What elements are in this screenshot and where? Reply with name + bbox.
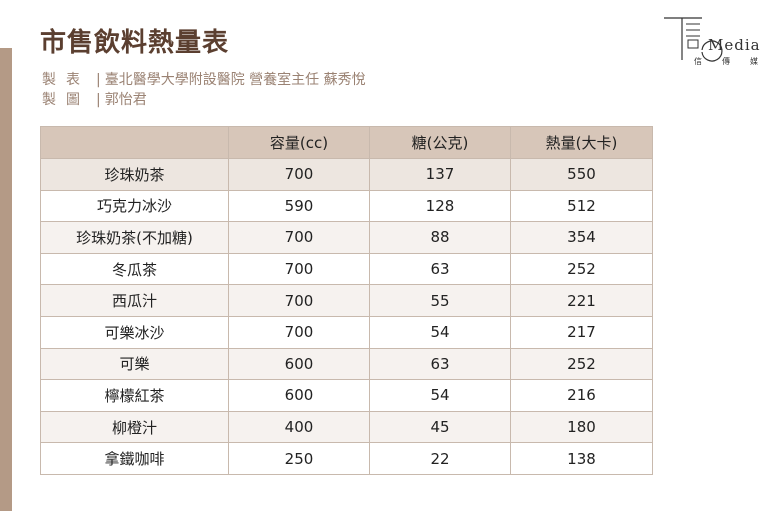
column-header <box>40 126 229 159</box>
value-cell: 354 <box>510 221 653 254</box>
calorie-table: 容量(cc) 糖(公克) 熱量(大卡) 珍珠奶茶 700 137 550 巧克力冰沙 59… <box>40 126 653 475</box>
column-header: 糖(公克) <box>369 126 511 159</box>
value-cell: 400 <box>228 410 370 444</box>
column-header: 熱量(大卡) <box>510 126 653 159</box>
logo-text: Media <box>708 36 761 54</box>
credit-label: 製圖 <box>42 92 90 108</box>
drink-name-cell: 可樂 <box>40 347 229 381</box>
value-cell: 180 <box>510 410 653 444</box>
table-row: 柳橙汁 400 45 180 <box>40 410 653 444</box>
value-cell: 252 <box>510 347 653 381</box>
value-cell: 45 <box>369 410 511 444</box>
table-header-row: 容量(cc) 糖(公克) 熱量(大卡) <box>40 126 653 159</box>
value-cell: 700 <box>228 284 370 317</box>
drink-name-cell: 珍珠奶茶(不加糖) <box>40 221 229 254</box>
value-cell: 250 <box>228 442 370 475</box>
value-cell: 137 <box>369 158 511 191</box>
credit-row-chart: 製圖 | 郭怡君 <box>42 90 366 110</box>
table-row: 珍珠奶茶 700 137 550 <box>40 158 653 191</box>
credit-value: 郭怡君 <box>104 92 147 108</box>
value-cell: 216 <box>510 379 653 412</box>
drink-name-cell: 冬瓜茶 <box>40 252 229 286</box>
drink-name-cell: 拿鐵咖啡 <box>40 442 229 475</box>
credits: 製表 | 臺北醫學大學附設醫院 營養室主任 蘇秀悅 製圖 | 郭怡君 <box>42 70 366 110</box>
value-cell: 221 <box>510 284 653 317</box>
page-title: 市售飲料熱量表 <box>40 28 230 58</box>
credit-label: 製表 <box>42 72 90 88</box>
table-row: 檸檬紅茶 600 54 216 <box>40 379 653 412</box>
media-logo-icon <box>664 17 723 62</box>
value-cell: 54 <box>369 315 511 349</box>
value-cell: 700 <box>228 158 370 191</box>
table-row: 可樂 600 63 252 <box>40 347 653 381</box>
credit-row-table: 製表 | 臺北醫學大學附設醫院 營養室主任 蘇秀悅 <box>42 70 366 90</box>
drink-name-cell: 珍珠奶茶 <box>40 158 229 191</box>
logo-sub-char: 媒 <box>750 57 758 66</box>
credit-separator: | <box>96 72 101 88</box>
drink-name-cell: 可樂冰沙 <box>40 315 229 349</box>
logo-sub-char: 信 <box>694 57 702 66</box>
table-row: 冬瓜茶 700 63 252 <box>40 252 653 286</box>
credit-value: 臺北醫學大學附設醫院 營養室主任 蘇秀悅 <box>104 72 366 88</box>
credit-separator: | <box>96 92 101 108</box>
value-cell: 252 <box>510 252 653 286</box>
value-cell: 63 <box>369 252 511 286</box>
left-accent-bar <box>0 48 12 511</box>
value-cell: 590 <box>228 189 370 223</box>
value-cell: 217 <box>510 315 653 349</box>
value-cell: 55 <box>369 284 511 317</box>
value-cell: 600 <box>228 379 370 412</box>
value-cell: 128 <box>369 189 511 223</box>
value-cell: 22 <box>369 442 511 475</box>
drink-name-cell: 巧克力冰沙 <box>40 189 229 223</box>
value-cell: 700 <box>228 315 370 349</box>
table-row: 珍珠奶茶(不加糖) 700 88 354 <box>40 221 653 254</box>
drink-name-cell: 柳橙汁 <box>40 410 229 444</box>
table-row: 西瓜汁 700 55 221 <box>40 284 653 317</box>
logo-subtitle: 信傳媒 <box>684 56 768 67</box>
value-cell: 512 <box>510 189 653 223</box>
logo-sub-char: 傳 <box>722 57 730 66</box>
drink-name-cell: 檸檬紅茶 <box>40 379 229 412</box>
value-cell: 63 <box>369 347 511 381</box>
value-cell: 138 <box>510 442 653 475</box>
table-row: 巧克力冰沙 590 128 512 <box>40 189 653 223</box>
table-row: 拿鐵咖啡 250 22 138 <box>40 442 653 475</box>
value-cell: 700 <box>228 221 370 254</box>
value-cell: 54 <box>369 379 511 412</box>
value-cell: 88 <box>369 221 511 254</box>
table-row: 可樂冰沙 700 54 217 <box>40 315 653 349</box>
value-cell: 700 <box>228 252 370 286</box>
table-body: 珍珠奶茶 700 137 550 巧克力冰沙 590 128 512 珍珠奶茶(不加糖) 700 8… <box>40 158 653 475</box>
value-cell: 600 <box>228 347 370 381</box>
column-header: 容量(cc) <box>228 126 370 159</box>
drink-name-cell: 西瓜汁 <box>40 284 229 317</box>
value-cell: 550 <box>510 158 653 191</box>
